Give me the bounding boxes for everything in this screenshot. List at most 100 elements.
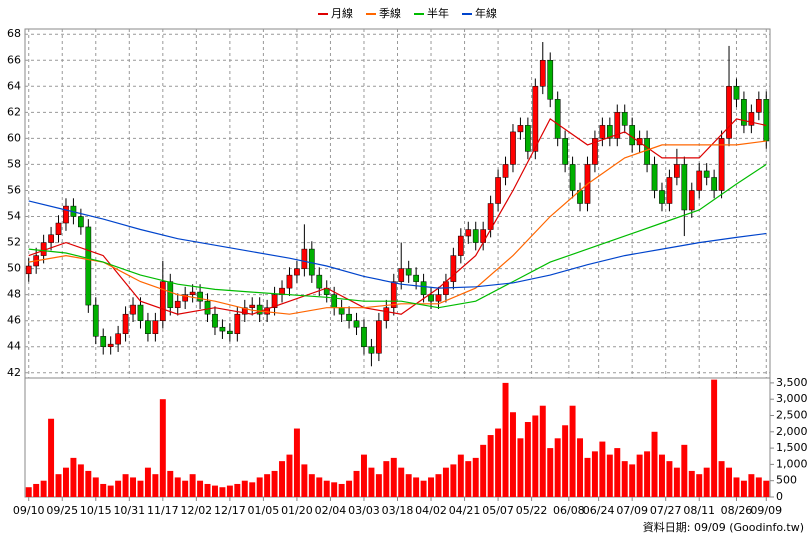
volume-bar bbox=[763, 480, 770, 497]
volume-bar bbox=[353, 470, 360, 497]
volume-bar bbox=[219, 487, 226, 497]
y2-tick-label: 3,500 bbox=[776, 376, 808, 389]
x-tick-label: 11/17 bbox=[147, 504, 179, 517]
legend-label: 年線 bbox=[475, 6, 497, 20]
volume-bar bbox=[70, 457, 77, 497]
candle-body bbox=[450, 255, 457, 282]
volume-bar bbox=[256, 477, 263, 497]
volume-bar bbox=[755, 477, 762, 497]
legend-label: 季線 bbox=[379, 6, 401, 20]
candle-body bbox=[651, 164, 658, 191]
candle-body bbox=[592, 138, 598, 165]
x-tick-label: 09/09 bbox=[750, 504, 782, 517]
volume-bar bbox=[532, 415, 539, 497]
candle-body bbox=[547, 60, 554, 100]
candle-body bbox=[763, 99, 770, 142]
candle-body bbox=[115, 333, 121, 345]
y2-tick-label: 500 bbox=[776, 474, 797, 487]
candle-body bbox=[100, 336, 107, 347]
candle-body bbox=[696, 170, 703, 191]
volume-bar bbox=[726, 467, 733, 497]
candle-body bbox=[562, 138, 568, 165]
y-tick-label: 62 bbox=[7, 105, 21, 118]
candle-body bbox=[666, 177, 673, 204]
candle-body bbox=[755, 99, 762, 113]
y-tick-label: 58 bbox=[7, 157, 21, 170]
candle-body bbox=[726, 86, 732, 139]
candle-body bbox=[688, 190, 695, 211]
candle-body bbox=[711, 177, 717, 191]
candle-body bbox=[517, 125, 524, 133]
candle-body bbox=[301, 248, 308, 269]
candle-body bbox=[212, 313, 218, 328]
y-tick-label: 46 bbox=[7, 314, 21, 327]
candle-body bbox=[63, 205, 69, 224]
ma-line bbox=[28, 163, 767, 309]
y-tick-label: 44 bbox=[7, 340, 21, 353]
volume-bar bbox=[472, 457, 479, 497]
candle-body bbox=[703, 170, 710, 178]
volume-bar bbox=[383, 461, 390, 497]
volume-bar bbox=[264, 474, 271, 497]
candle-body bbox=[122, 313, 129, 334]
candle-body bbox=[271, 294, 278, 308]
volume-bar bbox=[308, 474, 315, 497]
candle-body bbox=[413, 274, 419, 282]
volume-bar bbox=[152, 474, 159, 497]
volume-bar bbox=[644, 451, 651, 497]
candle-body bbox=[130, 304, 136, 315]
volume-bar bbox=[651, 431, 658, 497]
candle-body bbox=[55, 222, 62, 236]
volume-bar bbox=[144, 467, 151, 497]
x-tick-label: 09/25 bbox=[46, 504, 78, 517]
candle-body bbox=[599, 125, 606, 139]
candle-body bbox=[368, 346, 375, 354]
volume-bar bbox=[495, 428, 502, 497]
candle-body bbox=[85, 226, 92, 306]
volume-bar bbox=[360, 454, 367, 497]
y-tick-label: 56 bbox=[7, 183, 21, 196]
candle-body bbox=[398, 268, 405, 282]
volume-bar bbox=[658, 454, 665, 497]
y2-tick-label: 2,500 bbox=[776, 408, 808, 421]
candle-body bbox=[174, 300, 181, 308]
ma-line bbox=[28, 200, 767, 289]
candle-body bbox=[420, 281, 427, 295]
y-tick-label: 68 bbox=[7, 27, 21, 40]
candle-body bbox=[338, 307, 345, 315]
candle-body bbox=[249, 304, 256, 308]
candle-body bbox=[525, 125, 531, 152]
candle-body bbox=[674, 164, 680, 178]
x-tick-label: 07/09 bbox=[616, 504, 648, 517]
volume-bar bbox=[450, 464, 457, 497]
candle-body bbox=[502, 164, 509, 178]
legend-label: 月線 bbox=[331, 6, 353, 20]
volume-bar bbox=[241, 480, 248, 497]
candle-body bbox=[40, 242, 47, 256]
volume-bar bbox=[480, 444, 487, 497]
volume-bar bbox=[524, 422, 531, 497]
x-tick-label: 05/07 bbox=[482, 504, 514, 517]
volume-bar bbox=[25, 487, 32, 497]
candle-body bbox=[353, 320, 360, 328]
x-tick-label: 07/27 bbox=[650, 504, 682, 517]
volume-bar bbox=[323, 480, 330, 497]
volume-bar bbox=[673, 467, 680, 497]
volume-bar bbox=[629, 464, 636, 497]
candle-body bbox=[286, 274, 293, 289]
candle-body bbox=[48, 234, 54, 243]
volume-bar bbox=[346, 480, 353, 497]
candle-body bbox=[457, 235, 464, 256]
candle-body bbox=[510, 131, 516, 165]
volume-bar bbox=[174, 477, 181, 497]
volume-bar bbox=[398, 467, 405, 497]
volume-bar bbox=[584, 457, 591, 497]
volume-bar bbox=[413, 477, 420, 497]
volume-bar bbox=[487, 435, 494, 497]
candle-body bbox=[92, 304, 99, 337]
y-tick-label: 60 bbox=[7, 131, 21, 144]
x-tick-label: 12/17 bbox=[214, 504, 246, 517]
candle-body bbox=[644, 138, 650, 165]
volume-bar bbox=[182, 480, 189, 497]
volume-bar bbox=[666, 461, 673, 497]
